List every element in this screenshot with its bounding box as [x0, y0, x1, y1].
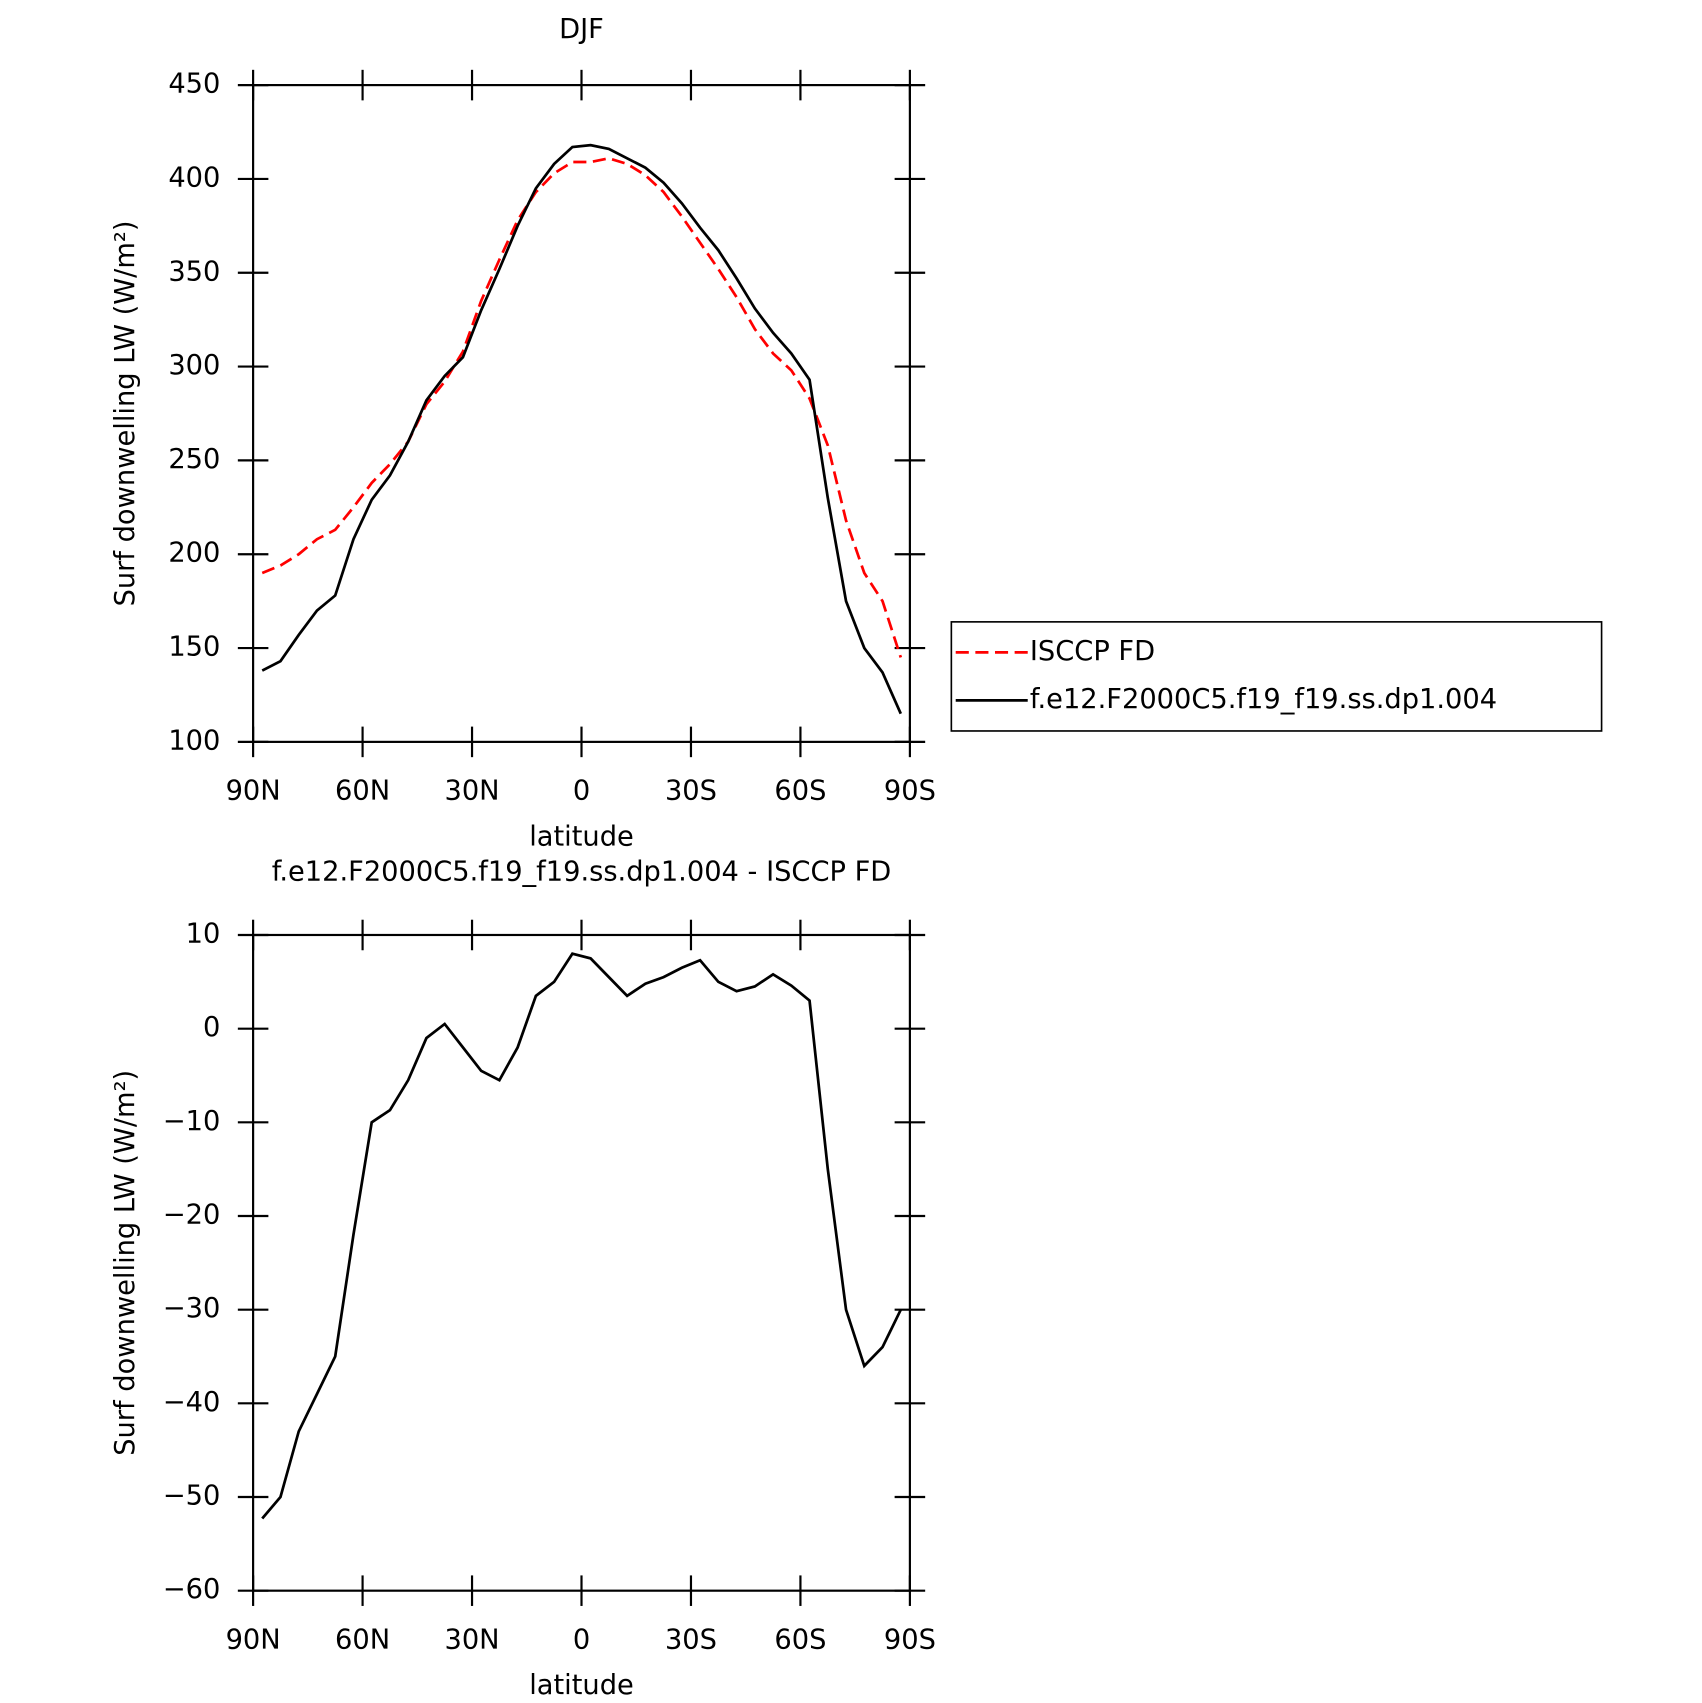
x-axis-label: latitude	[529, 1670, 634, 1701]
plot-frame	[252, 84, 911, 743]
y-tick-label: −50	[163, 1481, 221, 1512]
legend-label: f.e12.F2000C5.f19_f19.ss.dp1.004	[1030, 684, 1497, 715]
y-tick-label: 300	[168, 350, 220, 381]
chart-title: f.e12.F2000C5.f19_f19.ss.dp1.004 - ISCCP…	[272, 856, 892, 887]
y-tick-label: 0	[203, 1012, 220, 1043]
x-tick-label: 90S	[884, 1624, 936, 1655]
y-tick-label: −60	[163, 1574, 221, 1605]
x-tick-label: 0	[573, 776, 590, 807]
plot-frame	[252, 933, 911, 1592]
x-tick-label: 0	[573, 1624, 590, 1655]
y-tick-label: 400	[168, 162, 220, 193]
legend-box	[950, 621, 1603, 732]
data-line	[261, 143, 903, 715]
y-tick-label: −10	[163, 1106, 221, 1137]
y-axis-label: Surf downwelling LW (W/m²)	[110, 1070, 141, 1456]
x-tick-label: 60S	[774, 776, 826, 807]
x-axis-label: latitude	[529, 821, 634, 852]
y-tick-label: 250	[168, 444, 220, 475]
x-tick-label: 90S	[884, 776, 936, 807]
y-tick-label: −40	[163, 1387, 221, 1418]
x-tick-label: 30N	[444, 776, 499, 807]
y-tick-label: 10	[186, 918, 221, 949]
legend-label: ISCCP FD	[1030, 636, 1155, 667]
y-tick-label: 350	[168, 256, 220, 287]
data-line	[261, 952, 902, 1520]
x-tick-label: 90N	[226, 776, 281, 807]
x-tick-label: 30S	[665, 776, 717, 807]
y-tick-label: −30	[163, 1293, 221, 1324]
x-tick-label: 60N	[335, 1624, 390, 1655]
y-axis-label: Surf downwelling LW (W/m²)	[110, 221, 141, 607]
x-tick-label: 30N	[444, 1624, 499, 1655]
data-line	[261, 156, 903, 658]
y-tick-label: 150	[168, 632, 220, 663]
y-tick-label: −20	[163, 1199, 221, 1230]
y-tick-label: 200	[168, 538, 220, 569]
y-tick-label: 100	[168, 725, 220, 756]
y-tick-label: 450	[168, 69, 220, 100]
x-tick-label: 90N	[226, 1624, 281, 1655]
x-tick-label: 30S	[665, 1624, 717, 1655]
x-tick-label: 60N	[335, 776, 390, 807]
x-tick-label: 60S	[774, 1624, 826, 1655]
chart-title: DJF	[559, 14, 604, 45]
